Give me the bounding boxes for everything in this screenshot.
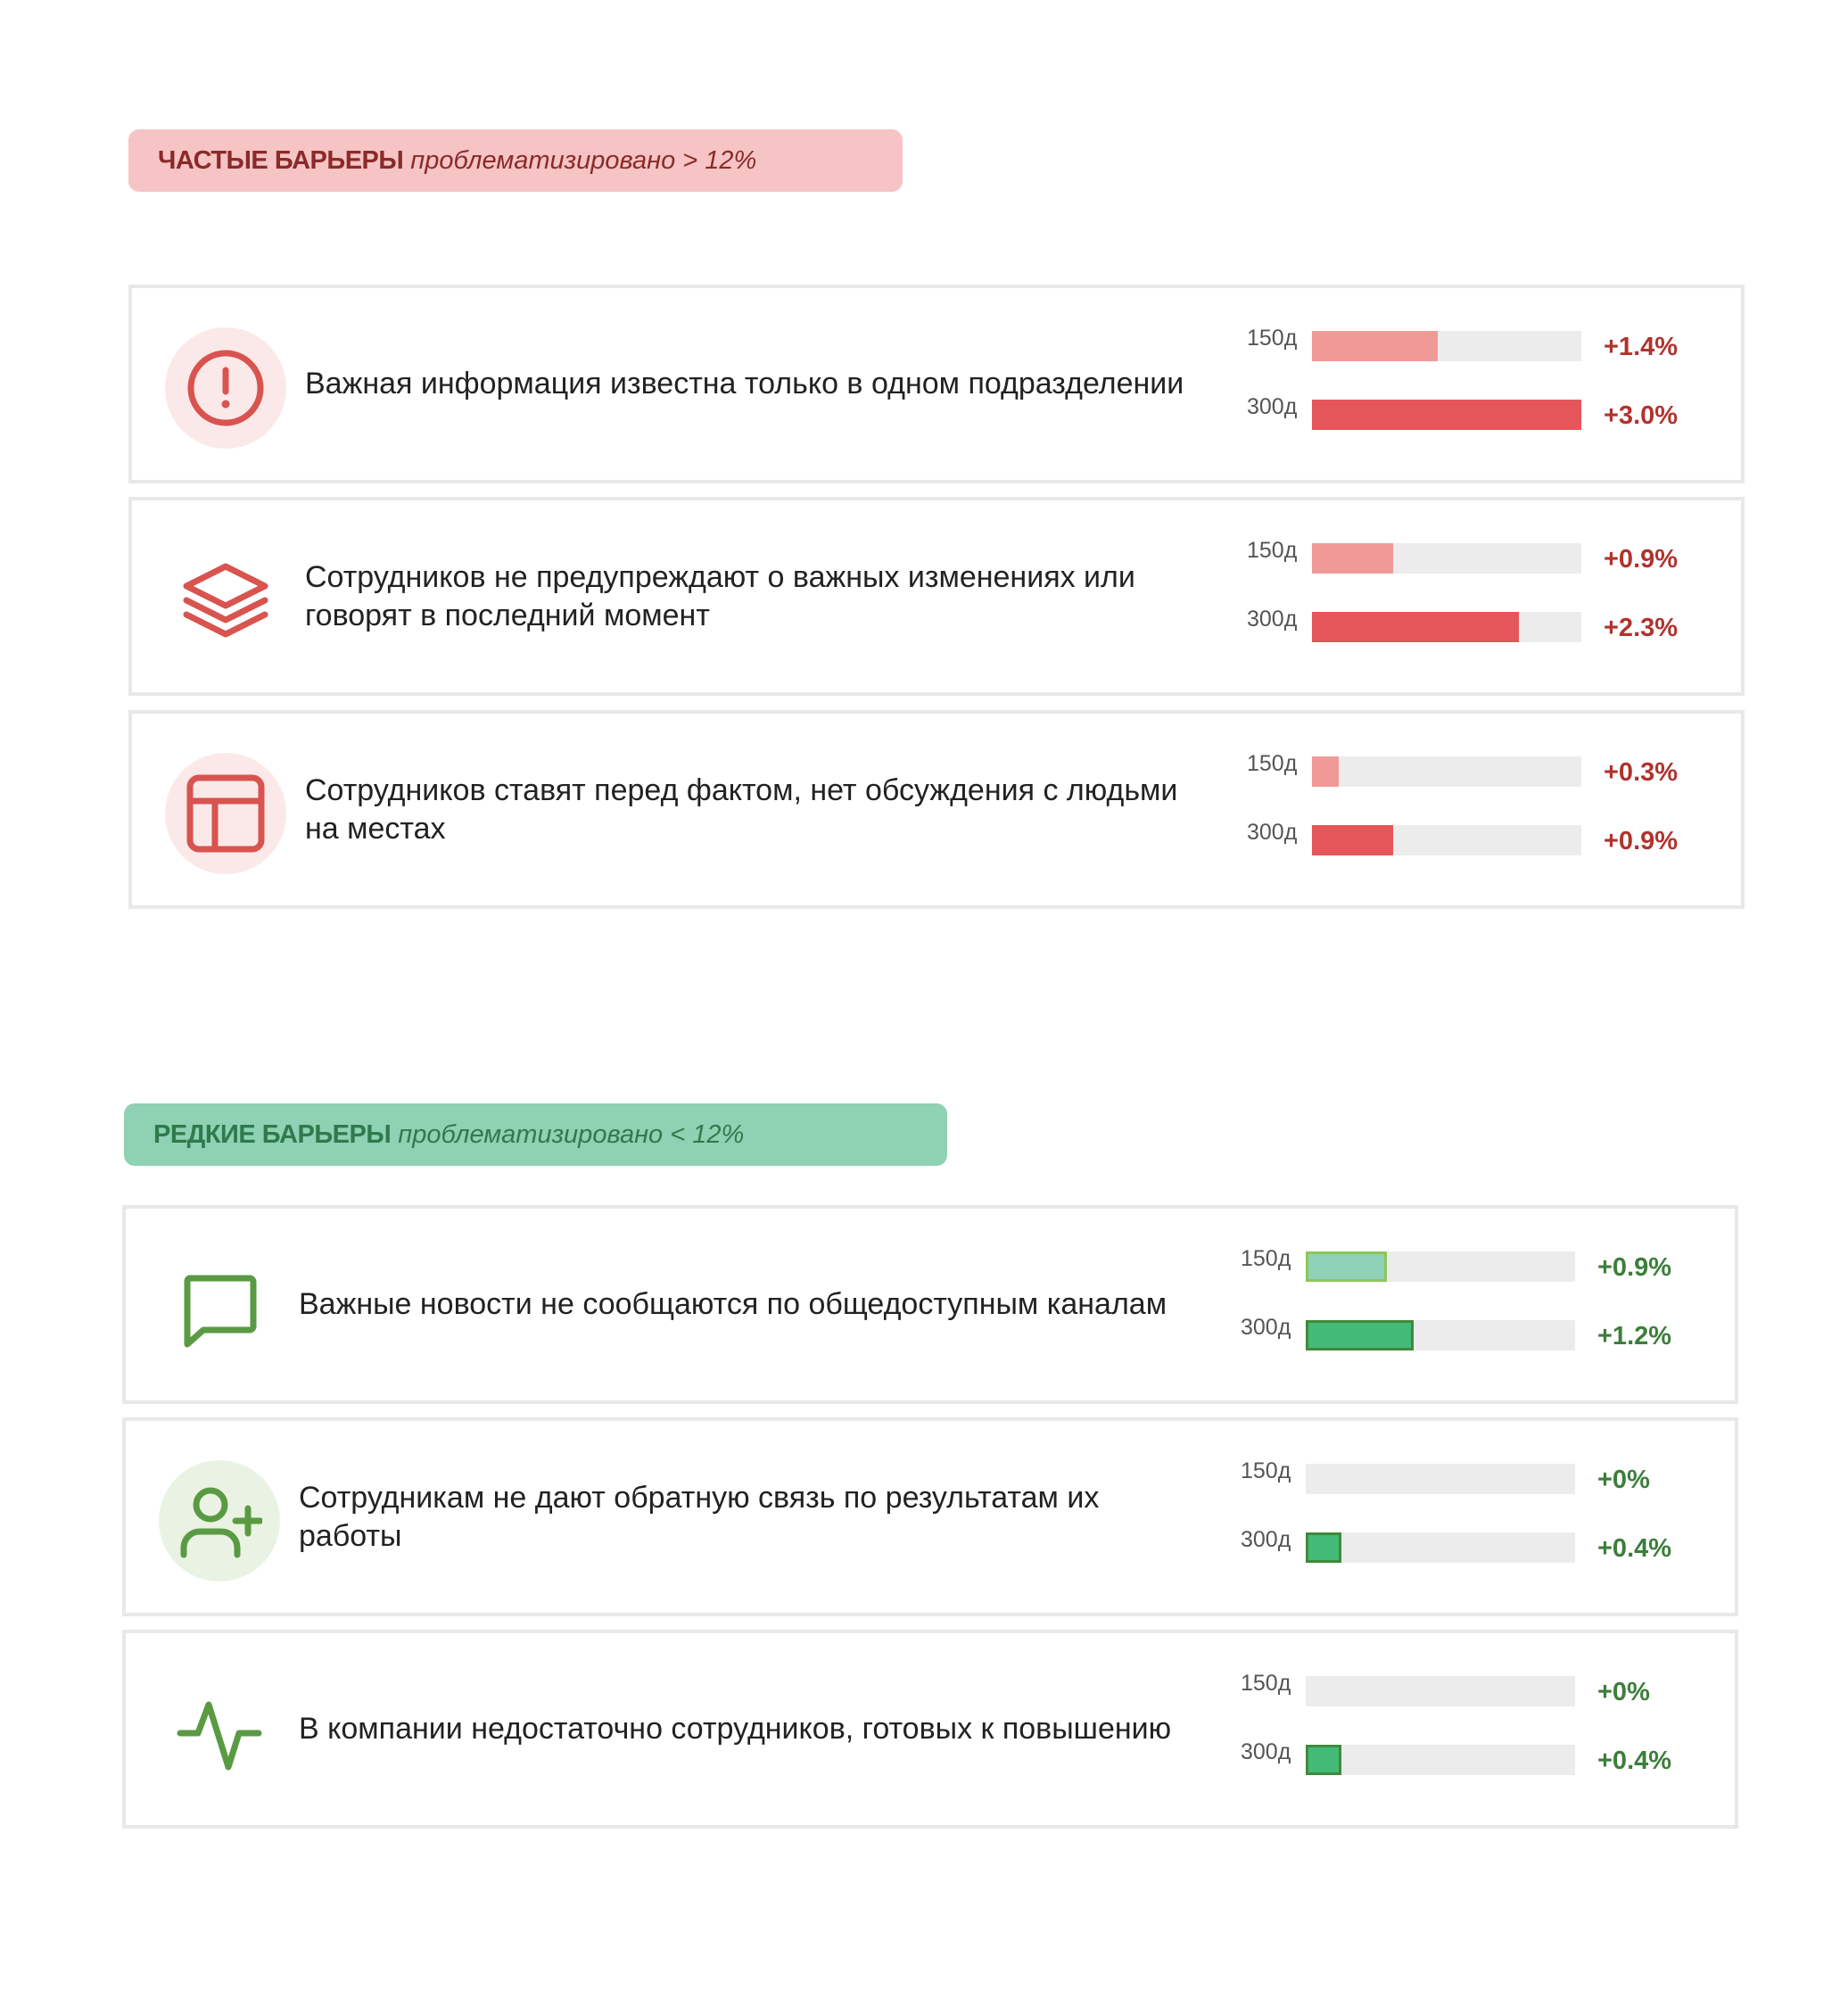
delta-value: +3.0% [1604,401,1679,430]
delta-value: +2.3% [1604,614,1679,642]
period-label: 150д [1241,1671,1291,1696]
bar-track [1312,612,1581,642]
bar-fill [1306,1532,1341,1563]
user-plus-icon [159,1460,280,1582]
bar-row: 150д +0.3% [1247,751,1678,789]
section-subtitle: проблематизировано > 12% [410,145,757,175]
bar-row: 300д +2.3% [1247,607,1678,644]
bar-fill [1306,1251,1387,1282]
barrier-card: Сотрудников ставят перед фактом, нет обс… [128,710,1745,909]
layout-icon [165,753,286,874]
barrier-label: Важная информация известна только в одно… [305,367,1184,401]
period-label: 150д [1241,1246,1291,1271]
barrier-label: Сотрудников не предупреждают о важных из… [305,559,1135,632]
section-title: ЧАСТЫЕ БАРЬЕРЫ [158,145,404,175]
section-title: РЕДКИЕ БАРЬЕРЫ [153,1119,392,1149]
barrier-label: Сотрудникам не дают обратную связь по ре… [299,1480,1100,1553]
bar-row: 150д +0.9% [1241,1246,1671,1284]
bar-track [1306,1745,1575,1775]
bar-track [1312,543,1581,574]
bar-fill [1312,756,1339,787]
message-square-icon [159,1248,280,1369]
barrier-card: Сотрудников не предупреждают о важных из… [128,497,1745,696]
bar-row: 150д +0% [1241,1458,1651,1496]
bar-row: 300д +0.9% [1247,820,1678,857]
period-label: 300д [1241,1739,1291,1764]
delta-value: +0% [1597,1466,1650,1494]
delta-value: +0.9% [1604,827,1679,855]
delta-value: +0.9% [1604,545,1679,574]
activity-icon [159,1672,280,1794]
section-subtitle: проблематизировано < 12% [398,1119,745,1149]
period-label: 150д [1241,1458,1291,1483]
bar-row: 300д +3.0% [1247,394,1678,432]
bar-track [1312,825,1581,855]
bar-row: 150д +0.9% [1247,538,1678,575]
period-label: 300д [1247,820,1298,845]
bar-track [1306,1532,1575,1563]
delta-value: +0% [1597,1678,1650,1706]
barrier-card: Сотрудникам не дают обратную связь по ре… [122,1417,1738,1616]
period-label: 300д [1241,1315,1291,1340]
period-label: 300д [1247,394,1298,419]
bar-fill [1312,612,1519,642]
bar-fill [1306,1320,1414,1350]
layers-icon [165,540,286,661]
bar-track [1312,400,1581,430]
bar-track [1306,1464,1575,1494]
delta-value: +1.2% [1597,1322,1672,1350]
barrier-label: В компании недостаточно сотрудников, гот… [299,1712,1172,1746]
period-label: 150д [1247,751,1298,776]
period-label: 150д [1247,538,1298,563]
delta-value: +0.4% [1597,1747,1672,1775]
bar-row: 300д +0.4% [1241,1527,1671,1565]
period-label: 300д [1241,1527,1291,1552]
bar-row: 300д +1.2% [1241,1315,1671,1352]
bar-track [1306,1320,1575,1350]
period-label: 150д [1247,326,1298,351]
bar-fill [1306,1745,1341,1775]
delta-value: +1.4% [1604,333,1679,361]
bar-fill [1312,331,1438,361]
barrier-card: В компании недостаточно сотрудников, гот… [122,1630,1738,1829]
bar-track [1312,331,1581,361]
bar-row: 300д +0.4% [1241,1739,1671,1777]
bar-track [1306,1676,1575,1706]
frequent-barriers-header: ЧАСТЫЕ БАРЬЕРЫ проблематизировано > 12% [128,129,903,192]
barrier-label: Сотрудников ставят перед фактом, нет обс… [305,772,1178,846]
bar-fill [1312,825,1393,855]
period-label: 300д [1247,607,1298,632]
barrier-card: Важная информация известна только в одно… [128,285,1745,483]
alert-circle-icon [165,327,286,449]
delta-value: +0.3% [1604,758,1679,787]
bar-row: 150д +1.4% [1247,326,1678,363]
delta-value: +0.4% [1597,1534,1672,1563]
barrier-card: Важные новости не сообщаются по общедост… [122,1205,1738,1404]
bar-track [1312,756,1581,787]
rare-barriers-header: РЕДКИЕ БАРЬЕРЫ проблематизировано < 12% [124,1103,947,1166]
bar-fill [1312,400,1581,430]
bar-fill [1312,543,1393,574]
bar-track [1306,1251,1575,1282]
delta-value: +0.9% [1597,1253,1672,1282]
bar-row: 150д +0% [1241,1671,1651,1708]
barrier-label: Важные новости не сообщаются по общедост… [299,1287,1167,1321]
